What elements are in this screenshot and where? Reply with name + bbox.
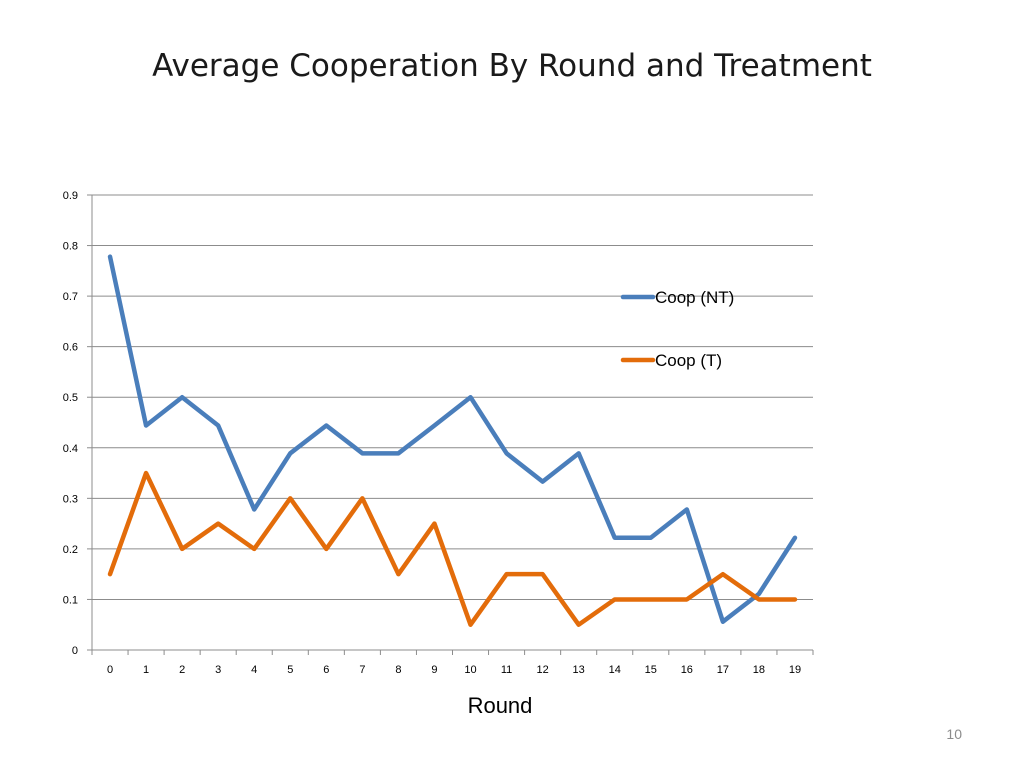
y-tick-label: 0.4 — [63, 443, 78, 455]
legend: Coop (NT) Coop (T) — [620, 288, 734, 370]
y-tick-label: 0.7 — [63, 291, 78, 303]
x-tick-label: 1 — [143, 664, 149, 676]
series-line-coop-t — [107, 470, 798, 627]
y-tick-label: 0.6 — [63, 342, 78, 354]
x-tick-label: 4 — [251, 664, 257, 676]
y-tick-label: 0.5 — [63, 392, 78, 404]
axes: 00.10.20.30.40.50.60.70.80.90 1 2 3 4 5 6 7 8 9 10… — [63, 190, 814, 676]
y-tick-label: 0.3 — [63, 493, 78, 505]
series-lines — [107, 254, 798, 627]
x-tick-label: 6 — [323, 664, 329, 676]
legend-label-coop-nt: Coop (NT) — [655, 288, 734, 307]
y-tick-label: 0 — [72, 645, 78, 657]
x-tick-label: 7 — [359, 664, 365, 676]
x-tick-label: 19 — [789, 664, 801, 676]
x-tick-label: 9 — [431, 664, 437, 676]
x-tick-label: 5 — [287, 664, 293, 676]
y-tick-label: 0.1 — [63, 594, 78, 606]
x-tick-label: 0 — [107, 664, 113, 676]
x-tick-label: 11 — [501, 664, 512, 676]
page-number: 10 — [946, 726, 962, 742]
x-tick-label: 2 — [179, 664, 185, 676]
x-tick-label: 13 — [573, 664, 585, 676]
x-axis-title: Round — [468, 693, 533, 718]
x-tick-label: 8 — [395, 664, 401, 676]
y-tick-label: 0.8 — [63, 241, 78, 253]
series-line-coop-nt — [107, 254, 798, 624]
legend-label-coop-t: Coop (T) — [655, 351, 722, 370]
x-tick-label: 12 — [537, 664, 549, 676]
x-tick-label: 16 — [681, 664, 693, 676]
gridlines — [92, 194, 813, 600]
x-tick-label: 3 — [215, 664, 221, 676]
x-tick-label: 17 — [717, 664, 729, 676]
x-tick-label: 18 — [753, 664, 765, 676]
x-tick-label: 14 — [609, 664, 621, 676]
slide-title: Average Cooperation By Round and Treatme… — [152, 48, 872, 84]
x-tick-label: 10 — [464, 664, 476, 676]
y-tick-label: 0.9 — [63, 190, 78, 202]
x-tick-label: 15 — [645, 664, 657, 676]
y-tick-label: 0.2 — [63, 544, 78, 556]
